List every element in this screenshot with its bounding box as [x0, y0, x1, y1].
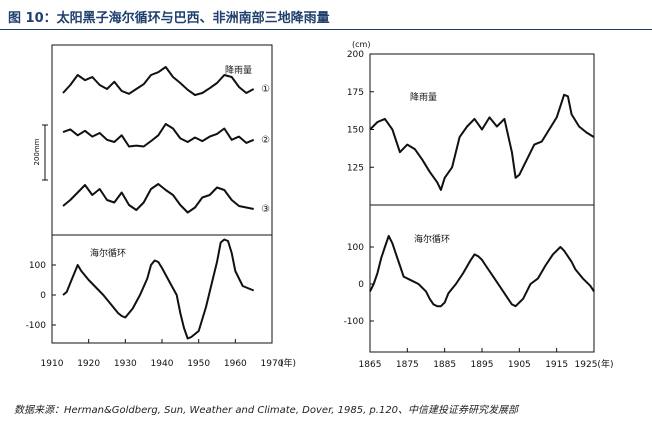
- right-ytick-label-150: 150: [347, 126, 364, 136]
- right-yaxis-unit: (cm): [352, 40, 370, 49]
- right-ytick-label-125: 125: [347, 163, 364, 173]
- left-xtick-label-1970: 1970: [261, 359, 284, 369]
- right-hale-annotation: 海尔循环: [414, 233, 450, 245]
- rainfall-series-3-label: ③: [261, 204, 270, 215]
- right-xtick-label-1915: 1915: [545, 360, 568, 370]
- scale-bar-label: 200mm: [33, 138, 41, 165]
- right-xtick-label-1905: 1905: [508, 360, 531, 370]
- rainfall-series-3-line: [62, 183, 254, 214]
- right-xtick-label-1885: 1885: [433, 360, 456, 370]
- title-underline: [0, 29, 652, 30]
- left-xtick-label-1930: 1930: [114, 359, 137, 369]
- rainfall-series-1-label: ①: [261, 84, 270, 95]
- left-ytick-label-100: 100: [29, 261, 46, 271]
- left-xaxis-unit: (年): [280, 357, 296, 369]
- rainfall-series-2-label: ②: [261, 135, 270, 146]
- figure-title: 图 10：太阳黑子海尔循环与巴西、非洲南部三地降雨量: [8, 11, 330, 26]
- right-ytick-label-100: 100: [347, 243, 364, 253]
- figure-header: 图 10：太阳黑子海尔循环与巴西、非洲南部三地降雨量: [0, 0, 652, 30]
- right-ytick-label--100: -100: [344, 317, 365, 327]
- left-xtick-label-1910: 1910: [41, 359, 64, 369]
- right-xtick-label-1875: 1875: [396, 360, 419, 370]
- left-xtick-label-1940: 1940: [151, 359, 174, 369]
- rainfall-series-1-line: [62, 66, 255, 96]
- right-ytick-label-200: 200: [347, 50, 364, 60]
- right-xtick-label-1895: 1895: [471, 360, 494, 370]
- chart-area: ① ② ③ 降雨量 200mm 100 0 -100 1910 1920 1930 1940 1950 1…: [26, 40, 614, 370]
- right-hale-cycle-line: [369, 234, 595, 308]
- left-xtick-label-1920: 1920: [77, 359, 100, 369]
- left-hale-annotation: 海尔循环: [90, 247, 126, 259]
- right-xtick-label-1925: 1925(年): [575, 358, 614, 370]
- figure-source: 数据来源：Herman&Goldberg, Sun, Weather and C…: [14, 405, 519, 416]
- right-rainfall-line: [369, 93, 595, 191]
- right-frame: [369, 53, 595, 353]
- left-ytick-label-0: 0: [40, 291, 46, 301]
- left-frame: [51, 44, 273, 344]
- right-xtick-label-1865: 1865: [359, 360, 382, 370]
- left-hale-cycle-line: [62, 238, 255, 340]
- left-xtick-label-1950: 1950: [187, 359, 210, 369]
- right-rainfall-annotation: 降雨量: [410, 91, 437, 103]
- left-ytick-label--100: -100: [26, 321, 47, 331]
- right-ytick-label-0: 0: [358, 280, 364, 290]
- rainfall-series-2-line: [62, 123, 255, 148]
- left-rainfall-annotation: 降雨量: [225, 64, 252, 76]
- left-xtick-label-1960: 1960: [224, 359, 247, 369]
- right-ytick-label-175: 175: [347, 88, 364, 98]
